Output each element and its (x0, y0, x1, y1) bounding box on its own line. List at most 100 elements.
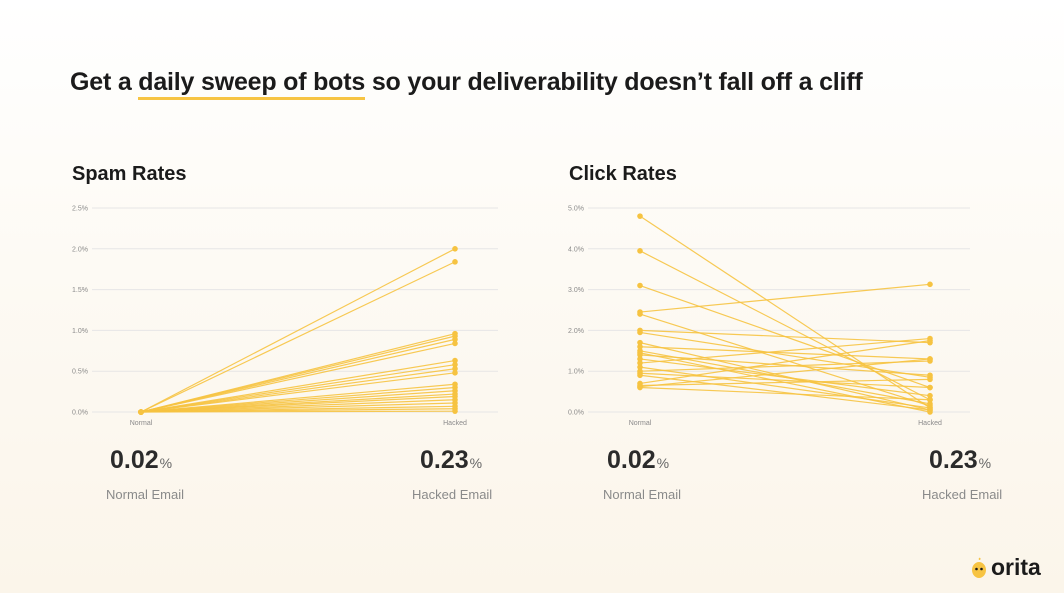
series-segment (639, 358, 931, 397)
y-tick-label: 0.5% (72, 369, 88, 376)
y-tick-label: 2.0% (568, 328, 584, 335)
series-segment (639, 331, 931, 378)
data-point (927, 356, 933, 362)
click-rates-title: Click Rates (569, 163, 677, 185)
spam-hacked-label: Hacked Email (412, 487, 493, 502)
series-segment (639, 215, 931, 409)
y-tick-label: 1.0% (568, 369, 584, 376)
series-line (637, 281, 933, 315)
data-point (637, 383, 643, 390)
data-point (452, 361, 458, 368)
spam-hacked-stat: 0.23% (420, 446, 482, 475)
data-point (927, 372, 933, 379)
headline-end: so your deliverability doesn’t fall off … (371, 68, 863, 96)
series-segment (639, 346, 931, 360)
x-tick-label: Hacked (918, 420, 942, 427)
click-normal-stat: 0.02% (607, 446, 669, 475)
headline-highlight: daily sweep of bots (138, 69, 365, 100)
series-line (637, 213, 933, 411)
series-segment (140, 410, 456, 413)
data-point (452, 357, 458, 364)
data-point (637, 329, 643, 336)
series-segment (639, 374, 931, 411)
series-segment (140, 364, 456, 413)
y-tick-label: 0.0% (568, 410, 584, 417)
series-segment (140, 368, 456, 413)
data-point (637, 282, 643, 289)
data-point (452, 340, 458, 347)
orita-mascot-icon (972, 557, 986, 578)
y-tick-label: 2.5% (72, 206, 88, 213)
spam-hacked-unit: % (469, 455, 483, 471)
click-normal-value: 0.02 (607, 446, 656, 474)
series-segment (639, 283, 931, 313)
series-segment (639, 250, 931, 401)
data-point (637, 213, 643, 219)
orita-logo: orita (970, 555, 1053, 581)
spam-normal-stat: 0.02% (110, 446, 172, 475)
click-hacked-stat: 0.23% (929, 446, 991, 475)
series-line (637, 248, 933, 403)
series-segment (639, 313, 931, 407)
orita-wordmark: orita (991, 555, 1041, 580)
series-segment (639, 340, 931, 385)
series-segment (140, 261, 456, 413)
spam-normal-unit: % (159, 455, 173, 471)
series-line (637, 350, 933, 415)
click-hacked-label: Hacked Email (922, 487, 1003, 502)
data-point (637, 356, 643, 362)
series-line (138, 408, 458, 415)
series-segment (639, 366, 931, 409)
data-point (138, 409, 144, 415)
spam-normal-value: 0.02 (110, 446, 159, 474)
data-point (452, 365, 458, 372)
series-line (637, 356, 933, 390)
data-point (637, 311, 643, 317)
series-segment (639, 386, 931, 401)
data-point (452, 336, 458, 343)
data-point (452, 259, 458, 265)
series-segment (639, 354, 931, 376)
series-segment (639, 372, 931, 389)
click-normal-unit: % (656, 455, 670, 471)
data-point (927, 384, 933, 391)
x-tick-label: Hacked (443, 420, 467, 427)
data-point (452, 370, 458, 376)
spam-normal-label: Normal Email (106, 487, 185, 502)
data-point (927, 396, 933, 403)
data-point (927, 401, 933, 407)
data-point (927, 392, 933, 399)
data-point (637, 339, 643, 346)
data-point (637, 364, 643, 370)
spam-hacked-value: 0.23 (420, 446, 469, 474)
y-tick-label: 1.5% (72, 287, 88, 294)
series-segment (140, 372, 456, 413)
y-tick-label: 5.0% (568, 206, 584, 213)
data-point (927, 376, 933, 383)
y-tick-label: 0.0% (72, 410, 88, 417)
series-segment (140, 248, 456, 413)
series-segment (639, 329, 931, 344)
click-normal-label: Normal Email (603, 487, 682, 502)
data-point (637, 360, 643, 366)
click-hacked-unit: % (978, 455, 992, 471)
y-tick-label: 4.0% (568, 246, 584, 253)
series-segment (639, 358, 931, 388)
data-point (452, 246, 458, 252)
y-tick-label: 3.0% (568, 287, 584, 294)
data-point (927, 337, 933, 344)
series-segment (639, 337, 931, 364)
data-point (637, 372, 643, 379)
svg-text:orita: orita (991, 555, 1041, 580)
spam-rates-title: Spam Rates (72, 163, 187, 185)
y-tick-label: 1.0% (72, 328, 88, 335)
spam-rates-chart: 0.0% 0.5% 1.0% 1.5% 2.0% 2.5% Normal Hacked (72, 206, 498, 427)
data-point (637, 248, 643, 254)
click-hacked-value: 0.23 (929, 446, 978, 474)
series-segment (140, 342, 456, 413)
y-tick-label: 2.0% (72, 246, 88, 253)
data-point (452, 408, 458, 414)
series-line (637, 352, 933, 379)
data-point (637, 343, 643, 350)
data-point (927, 409, 933, 415)
